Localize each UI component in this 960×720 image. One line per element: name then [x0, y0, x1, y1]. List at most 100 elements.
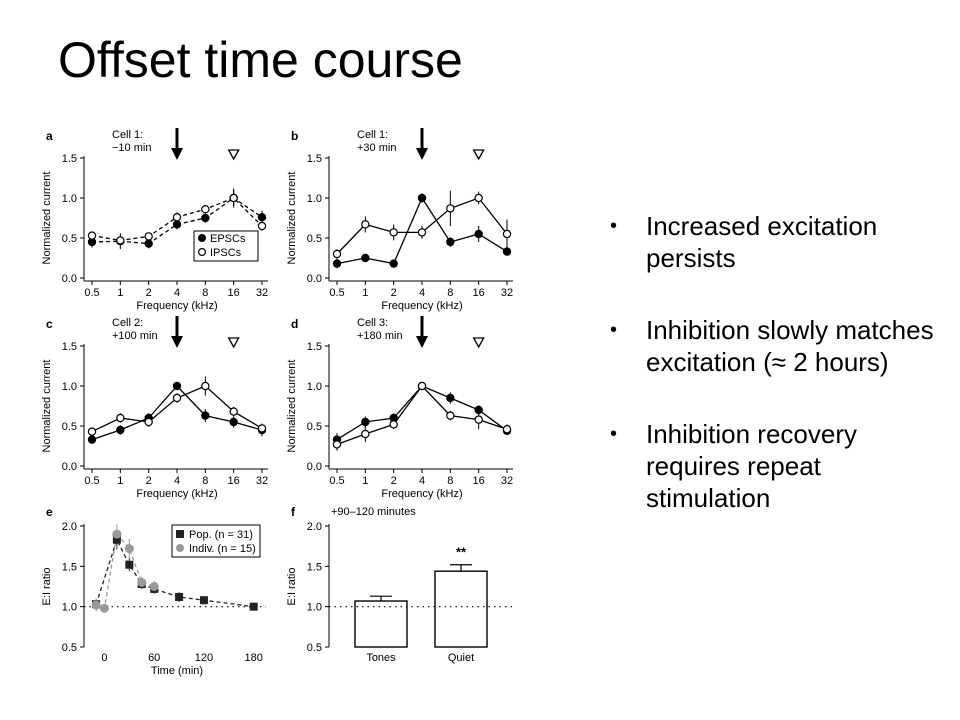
y-tick-label: 0.5	[62, 642, 77, 654]
legend-label: IPSCs	[210, 247, 242, 259]
data-point	[201, 204, 210, 214]
x-tick-label: 16	[473, 475, 485, 487]
y-tick-label: 0.5	[307, 642, 322, 654]
y-axis-label: E:I ratio	[286, 568, 298, 606]
x-axis-label: Frequency (kHz)	[136, 300, 217, 312]
data-point	[116, 425, 125, 435]
data-point	[172, 381, 182, 391]
data-point	[144, 232, 153, 241]
panel-letter: f	[291, 505, 296, 519]
data-point	[417, 228, 427, 237]
panel-a: a 0.0 0.5 1.0 1.5 0.5 1 2 4 8 16 32 Frequency (kHz) N…	[41, 128, 268, 312]
figure-svg: a 0.0 0.5 1.0 1.5 0.5 1 2 4 8 16 32 Frequency (kHz) N…	[41, 128, 513, 677]
data-point	[229, 193, 238, 203]
data-point	[361, 429, 370, 439]
y-tick-label: 1.5	[62, 341, 77, 353]
x-tick-label: 16	[228, 475, 240, 487]
x-tick-label: 16	[228, 287, 240, 299]
data-point	[446, 393, 455, 403]
data-point	[229, 407, 238, 416]
x-tick-label: 8	[447, 287, 453, 299]
triangle-marker	[472, 337, 485, 349]
x-tick-label: 60	[148, 652, 160, 664]
panel-letter: e	[46, 505, 53, 519]
y-tick-label: 2.0	[62, 521, 77, 533]
data-point	[474, 229, 483, 239]
data-point	[144, 417, 153, 427]
x-tick-label: 2	[146, 287, 152, 299]
bullet-text: Inhibition slowly matches excitation (≈ …	[646, 315, 934, 377]
x-tick-label: Tones	[366, 652, 396, 664]
arrow-head	[416, 148, 428, 160]
x-tick-label: 4	[419, 287, 425, 299]
x-tick-label: 0.5	[84, 475, 99, 487]
bar	[434, 570, 488, 648]
y-tick-label: 1.5	[307, 341, 322, 353]
cell-annotation: Cell 1:	[112, 129, 143, 141]
data-point	[172, 220, 182, 229]
series-line	[95, 537, 254, 608]
triangle-marker	[227, 337, 240, 349]
x-axis-label: Time (min)	[151, 665, 203, 677]
bullet-dot: •	[610, 319, 618, 341]
x-tick-label: 8	[202, 475, 208, 487]
x-tick-label: 2	[146, 475, 152, 487]
y-tick-label: 1.5	[307, 153, 322, 165]
x-tick-label: 32	[501, 475, 513, 487]
bullet-dot: •	[610, 423, 618, 445]
y-axis-label: Normalized current	[41, 172, 53, 265]
y-axis-label: Normalized current	[286, 172, 298, 265]
data-point	[144, 239, 153, 248]
x-tick-label: 2	[391, 475, 397, 487]
x-tick-label: 1	[117, 287, 123, 299]
cell-annotation: +30 min	[357, 142, 396, 154]
bullet-item: • Inhibition recovery requires repeat st…	[610, 418, 940, 514]
x-tick-label: 1	[362, 475, 368, 487]
data-point	[172, 393, 182, 403]
legend-marker	[198, 248, 207, 257]
y-tick-label: 0.0	[62, 273, 77, 285]
y-tick-label: 2.0	[307, 521, 322, 533]
data-point	[257, 212, 267, 222]
cell-annotation: Cell 3:	[357, 317, 388, 329]
legend-marker	[176, 544, 184, 552]
y-tick-label: 1.0	[62, 602, 77, 614]
cell-annotation: −10 min	[112, 142, 151, 154]
x-tick-label: 0.5	[329, 475, 344, 487]
panel-letter: b	[291, 129, 298, 143]
data-point	[99, 603, 109, 613]
y-tick-label: 0.5	[62, 233, 77, 245]
panel-c: c 0.0 0.5 1.0 1.5 0.5 1 2 4 8 16 32 Frequency (kHz) N…	[41, 316, 268, 500]
cell-annotation: Cell 2:	[112, 317, 143, 329]
data-point	[201, 411, 210, 420]
x-tick-label: 1	[117, 475, 123, 487]
data-point	[332, 249, 342, 259]
data-point	[229, 417, 238, 427]
data-point	[389, 259, 398, 268]
data-point	[474, 405, 483, 415]
x-axis-label: Frequency (kHz)	[381, 488, 462, 500]
legend-marker	[176, 530, 184, 538]
panel-e: e 0.5 1.0 1.5 2.0 0 60 120 180 Time (min) E:I rati…	[41, 505, 266, 677]
x-axis-label: Frequency (kHz)	[136, 488, 217, 500]
x-axis-label: Frequency (kHz)	[381, 300, 462, 312]
arrow-head	[416, 336, 428, 348]
data-point	[116, 236, 125, 245]
data-point	[87, 231, 97, 240]
y-tick-label: 1.5	[62, 561, 77, 573]
y-tick-label: 1.0	[307, 602, 322, 614]
panel-f: f 0.5 1.0 1.5 2.0 E:I ratio +90–120 minutes Ton…	[286, 505, 513, 664]
panel-letter: d	[291, 317, 298, 331]
y-tick-label: 0.5	[307, 233, 322, 245]
y-tick-label: 1.5	[62, 153, 77, 165]
bar	[354, 600, 408, 648]
data-point	[201, 213, 210, 223]
panel-b: b 0.0 0.5 1.0 1.5 0.5 1 2 4 8 16 32 Frequency (kHz) N…	[286, 128, 513, 312]
data-point	[361, 417, 370, 427]
bullet-text: Increased excitation persists	[646, 211, 878, 273]
y-tick-label: 1.5	[307, 561, 322, 573]
data-point	[112, 535, 121, 544]
legend-label: Indiv. (n = 15)	[189, 543, 256, 555]
y-axis-label: E:I ratio	[41, 568, 53, 606]
y-axis-label: Normalized current	[286, 360, 298, 453]
